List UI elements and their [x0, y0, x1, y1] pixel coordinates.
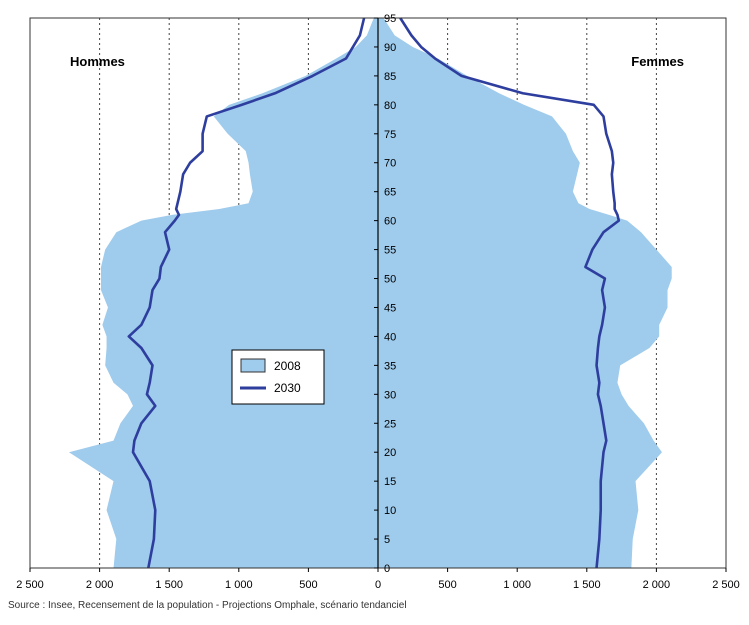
age-tick-label: 95 — [384, 13, 396, 25]
age-tick-label: 0 — [384, 563, 390, 575]
x-tick-label: 2 500 — [16, 579, 44, 591]
line-2030-women — [399, 17, 621, 569]
age-tick-label: 60 — [384, 216, 396, 228]
x-tick-label: 1 500 — [573, 579, 601, 591]
age-tick-label: 75 — [384, 129, 396, 141]
legend-label-2030: 2030 — [274, 381, 301, 395]
age-tick-label: 25 — [384, 418, 396, 430]
line-2030-men — [127, 17, 366, 569]
x-tick-label: 1 500 — [155, 579, 183, 591]
age-tick-label: 35 — [384, 360, 396, 372]
age-tick-label: 30 — [384, 389, 396, 401]
age-tick-label: 20 — [384, 447, 396, 459]
x-tick-label: 0 — [375, 579, 381, 591]
source-note: Source : Insee, Recensement de la popula… — [8, 600, 407, 611]
side-label-women: Femmes — [631, 54, 684, 69]
age-tick-label: 90 — [384, 42, 396, 54]
side-labels: Hommes Femmes — [70, 54, 684, 69]
age-tick-label: 45 — [384, 302, 396, 314]
legend-label-2008: 2008 — [274, 359, 301, 373]
x-tick-label: 2 000 — [86, 579, 114, 591]
age-tick-label: 40 — [384, 331, 396, 343]
age-tick-label: 55 — [384, 245, 396, 257]
age-tick-label: 70 — [384, 158, 396, 170]
age-tick-label: 50 — [384, 274, 396, 286]
x-tick-label: 1 000 — [503, 579, 531, 591]
age-tick-label: 5 — [384, 534, 390, 546]
x-tick-label: 2 000 — [643, 579, 671, 591]
series-2008-areas — [68, 18, 672, 568]
center-axis: 0 5 10 15 20 25 30 35 40 45 50 55 60 65 70 75 80 85 90 95 — [374, 13, 396, 575]
legend: 2008 2030 — [231, 349, 325, 405]
x-tick-label: 500 — [438, 579, 456, 591]
population-pyramid-chart: 0 5 10 15 20 25 30 35 40 45 50 55 60 65 70 75 80 85 90 95 2… — [16, 13, 740, 591]
age-tick-label: 15 — [384, 476, 396, 488]
area-2008-women — [378, 18, 672, 568]
x-tick-label: 2 500 — [712, 579, 740, 591]
age-tick-label: 80 — [384, 100, 396, 112]
legend-swatch-2008 — [240, 358, 266, 373]
x-tick-label: 500 — [299, 579, 317, 591]
side-label-men: Hommes — [70, 54, 125, 69]
age-tick-label: 85 — [384, 71, 396, 83]
age-tick-label: 10 — [384, 505, 396, 517]
age-tick-label: 65 — [384, 187, 396, 199]
area-2008-men — [68, 18, 378, 568]
x-tick-labels: 2 500 2 000 1 500 1 000 500 0 500 1 000 1 500 2 0… — [16, 568, 740, 591]
series-2030-lines — [127, 17, 621, 569]
x-tick-label: 1 000 — [225, 579, 253, 591]
